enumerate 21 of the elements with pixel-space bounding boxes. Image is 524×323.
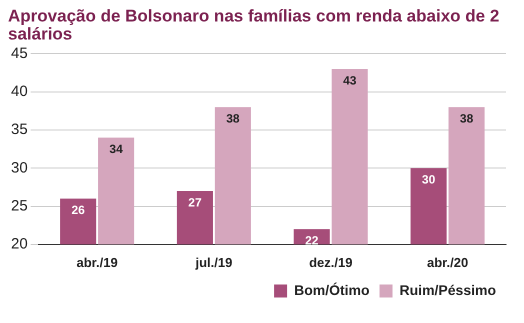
y-tick-label: 35 xyxy=(10,121,28,138)
data-label: 22 xyxy=(305,233,319,248)
legend-label: Bom/Ótimo xyxy=(294,282,370,298)
data-label: 43 xyxy=(343,73,357,88)
chart-title: Aprovação de Bolsonaro nas famílias com renda abaixo de 2 salários xyxy=(8,6,500,44)
y-tick-label: 30 xyxy=(10,159,28,176)
data-label: 26 xyxy=(71,202,86,217)
data-label: 27 xyxy=(188,195,202,210)
y-tick-label: 25 xyxy=(10,197,28,214)
x-tick-label: abr./20 xyxy=(426,254,468,270)
x-tick-label: dez./19 xyxy=(309,254,352,270)
x-tick-label: jul./19 xyxy=(194,254,232,270)
data-label: 30 xyxy=(422,172,436,186)
legend-label: Ruim/Péssimo xyxy=(400,282,496,298)
data-label: 38 xyxy=(460,111,474,126)
y-tick-label: 40 xyxy=(10,82,28,100)
x-tick-label: abr./19 xyxy=(76,254,118,270)
data-label: 34 xyxy=(109,142,124,156)
y-tick-label: 20 xyxy=(10,236,28,253)
data-label: 38 xyxy=(226,111,240,126)
y-tick-label: 45 xyxy=(10,44,28,62)
